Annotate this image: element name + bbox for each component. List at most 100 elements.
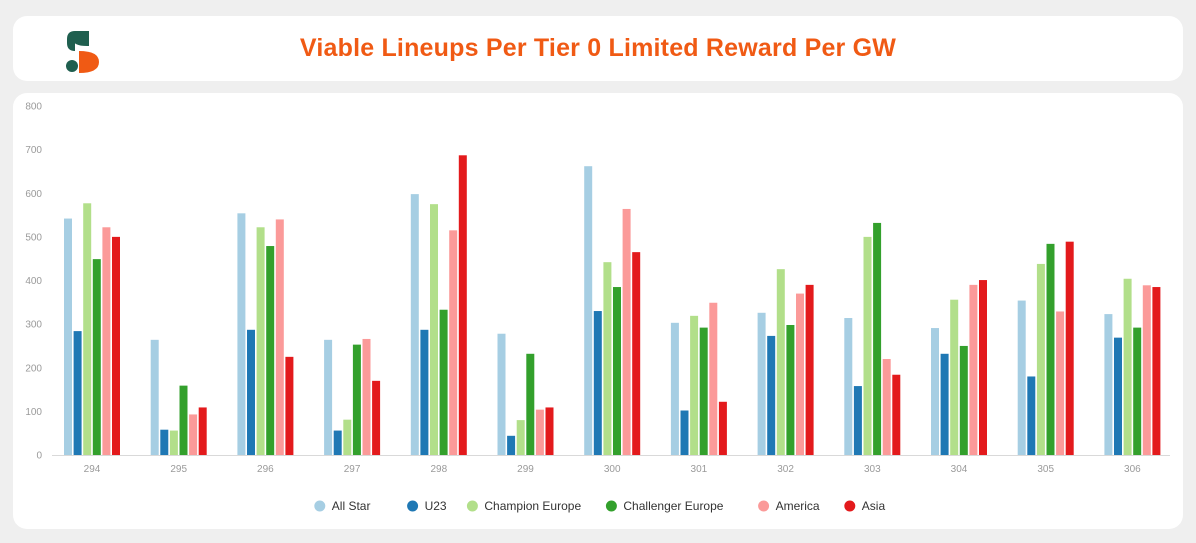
legend-label[interactable]: Champion Europe xyxy=(484,499,581,513)
bar-asia[interactable] xyxy=(198,407,207,455)
bar-u23[interactable] xyxy=(420,329,429,455)
legend-label[interactable]: America xyxy=(776,499,820,513)
bar-all-star[interactable] xyxy=(497,333,506,455)
bar-asia[interactable] xyxy=(632,252,641,455)
bar-all-star[interactable] xyxy=(410,194,419,455)
bar-u23[interactable] xyxy=(940,353,949,455)
bar-champion-europe[interactable] xyxy=(1123,278,1132,455)
bar-asia[interactable] xyxy=(458,155,467,455)
bar-challenger-europe[interactable] xyxy=(786,324,795,455)
bar-asia[interactable] xyxy=(372,380,381,455)
bar-america[interactable] xyxy=(882,359,891,455)
bar-champion-europe[interactable] xyxy=(776,269,785,455)
bar-challenger-europe[interactable] xyxy=(613,287,621,455)
bar-challenger-europe[interactable] xyxy=(179,385,188,455)
bar-champion-europe[interactable] xyxy=(603,262,612,455)
bar-u23[interactable] xyxy=(1027,376,1036,455)
bar-asia[interactable] xyxy=(545,407,554,455)
bar-america[interactable] xyxy=(709,302,718,455)
bar-america[interactable] xyxy=(362,338,371,455)
bar-challenger-europe[interactable] xyxy=(699,327,708,455)
y-tick-label: 100 xyxy=(25,407,42,418)
bar-all-star[interactable] xyxy=(584,166,593,455)
bar-all-star[interactable] xyxy=(150,339,159,455)
bar-champion-europe[interactable] xyxy=(1036,263,1045,455)
x-tick-label: 301 xyxy=(691,464,708,475)
bar-champion-europe[interactable] xyxy=(516,420,525,455)
bar-all-star[interactable] xyxy=(237,213,246,455)
legend-label[interactable]: Asia xyxy=(862,499,886,513)
bar-u23[interactable] xyxy=(160,429,169,455)
bar-asia[interactable] xyxy=(805,284,814,455)
bar-champion-europe[interactable] xyxy=(256,227,265,455)
bar-challenger-europe[interactable] xyxy=(439,309,448,455)
bar-america[interactable] xyxy=(796,293,804,455)
bar-america[interactable] xyxy=(189,414,198,455)
bar-challenger-europe[interactable] xyxy=(266,246,275,455)
bar-champion-europe[interactable] xyxy=(430,204,438,455)
bar-america[interactable] xyxy=(622,208,631,455)
bar-asia[interactable] xyxy=(718,401,727,455)
bar-america[interactable] xyxy=(1056,311,1065,455)
bar-all-star[interactable] xyxy=(324,339,333,455)
x-tick-label: 304 xyxy=(951,464,968,475)
x-tick-label: 302 xyxy=(777,464,794,475)
bar-u23[interactable] xyxy=(333,430,342,455)
bar-all-star[interactable] xyxy=(1017,300,1026,455)
bar-champion-europe[interactable] xyxy=(690,315,699,455)
bar-challenger-europe[interactable] xyxy=(526,353,535,455)
bar-asia[interactable] xyxy=(285,356,294,455)
logo-top-shape xyxy=(67,31,89,51)
y-axis: 0 100 200 300 400 500 600 700 800 xyxy=(25,102,42,462)
x-tick-label: 294 xyxy=(84,464,101,475)
logo-bottom-shape xyxy=(79,51,99,73)
bar-asia[interactable] xyxy=(1152,287,1161,455)
bar-all-star[interactable] xyxy=(1104,314,1113,455)
bar-america[interactable] xyxy=(535,409,544,455)
legend-label[interactable]: All Star xyxy=(332,499,371,513)
bar-all-star[interactable] xyxy=(64,218,72,455)
bar-america[interactable] xyxy=(275,219,284,455)
bar-champion-europe[interactable] xyxy=(863,236,872,455)
logo-dot-shape xyxy=(66,60,78,72)
sorare-logo-icon xyxy=(66,31,99,73)
x-tick-label: 297 xyxy=(344,464,361,475)
y-tick-label: 0 xyxy=(36,451,42,462)
bar-challenger-europe[interactable] xyxy=(92,259,101,455)
bar-champion-europe[interactable] xyxy=(169,430,178,455)
bar-all-star[interactable] xyxy=(844,318,853,455)
bar-asia[interactable] xyxy=(892,374,901,455)
bar-u23[interactable] xyxy=(680,410,689,455)
bar-asia[interactable] xyxy=(1065,241,1074,455)
bar-challenger-europe[interactable] xyxy=(1133,327,1142,455)
bar-america[interactable] xyxy=(102,227,111,455)
bar-asia[interactable] xyxy=(112,236,120,455)
bar-u23[interactable] xyxy=(73,331,82,455)
bar-america[interactable] xyxy=(449,230,458,455)
bar-u23[interactable] xyxy=(1114,337,1122,455)
bar-challenger-europe[interactable] xyxy=(1046,243,1055,455)
bar-champion-europe[interactable] xyxy=(83,203,92,455)
bar-all-star[interactable] xyxy=(757,312,766,455)
legend-swatch xyxy=(844,500,856,512)
bar-u23[interactable] xyxy=(507,435,516,455)
bar-challenger-europe[interactable] xyxy=(959,345,968,455)
legend-label[interactable]: Challenger Europe xyxy=(623,499,723,513)
bar-all-star[interactable] xyxy=(670,322,679,455)
bar-champion-europe[interactable] xyxy=(343,419,352,455)
y-tick-label: 500 xyxy=(25,232,42,243)
bar-all-star[interactable] xyxy=(931,328,939,455)
bar-u23[interactable] xyxy=(593,311,602,455)
bar-america[interactable] xyxy=(1142,285,1151,455)
bar-challenger-europe[interactable] xyxy=(352,344,361,455)
bar-asia[interactable] xyxy=(979,280,987,455)
bar-america[interactable] xyxy=(969,284,978,455)
legend-label[interactable]: U23 xyxy=(425,499,447,513)
bars-group xyxy=(64,155,1161,455)
bar-u23[interactable] xyxy=(767,335,776,455)
bar-challenger-europe[interactable] xyxy=(873,222,882,455)
y-tick-label: 300 xyxy=(25,320,42,331)
bar-u23[interactable] xyxy=(247,329,255,455)
bar-u23[interactable] xyxy=(853,386,862,455)
bar-champion-europe[interactable] xyxy=(950,299,959,455)
